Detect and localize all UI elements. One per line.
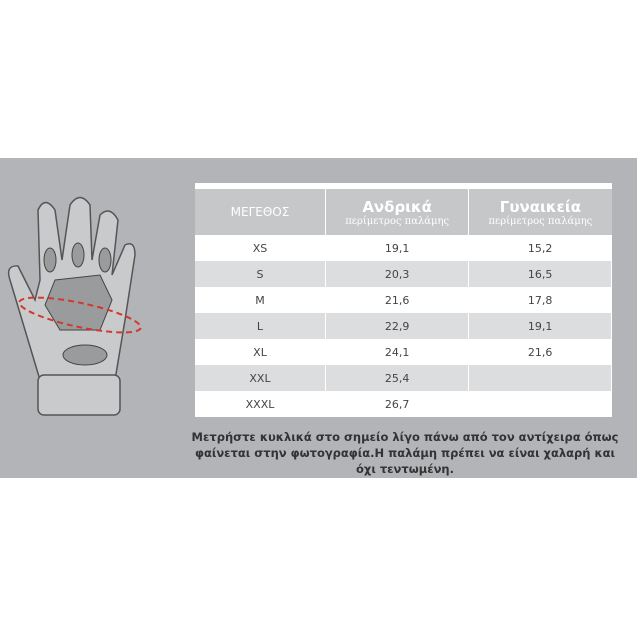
cell-women — [468, 391, 612, 417]
table-row: M 21,6 17,8 — [195, 287, 612, 313]
cell-women: 19,1 — [468, 313, 612, 339]
cell-size: S — [195, 261, 326, 287]
cell-women — [468, 365, 612, 391]
cell-men: 25,4 — [325, 365, 470, 391]
cell-women: 15,2 — [468, 235, 612, 261]
cell-men: 19,1 — [325, 235, 470, 261]
cell-women: 17,8 — [468, 287, 612, 313]
size-chart-table: ΜΕΓΕΘΟΣ Ανδρικά περίμετρος παλάμης Γυναικ… — [195, 183, 612, 417]
table-row: L 22,9 19,1 — [195, 313, 612, 339]
cell-men: 22,9 — [325, 313, 470, 339]
cell-size: XL — [195, 339, 326, 365]
cell-men: 21,6 — [325, 287, 470, 313]
header-men: Ανδρικά περίμετρος παλάμης — [325, 189, 470, 235]
cell-size: L — [195, 313, 326, 339]
cell-size: XXL — [195, 365, 326, 391]
table-row: XXL 25,4 — [195, 365, 612, 391]
header-size: ΜΕΓΕΘΟΣ — [195, 189, 326, 235]
cell-size: XS — [195, 235, 326, 261]
header-women: Γυναικεία περίμετρος παλάμης — [468, 189, 612, 235]
cell-men: 26,7 — [325, 391, 470, 417]
cell-men: 24,1 — [325, 339, 470, 365]
table-row: S 20,3 16,5 — [195, 261, 612, 287]
table-row: XS 19,1 15,2 — [195, 235, 612, 261]
table-row: XL 24,1 21,6 — [195, 339, 612, 365]
cell-men: 20,3 — [325, 261, 470, 287]
cell-size: XXXL — [195, 391, 326, 417]
cell-women: 21,6 — [468, 339, 612, 365]
glove-illustration — [7, 196, 142, 416]
cell-size: M — [195, 287, 326, 313]
measurement-note: Μετρήστε κυκλικά στο σημείο λίγο πάνω απ… — [191, 430, 619, 476]
table-row: XXXL 26,7 — [195, 391, 612, 417]
cell-women: 16,5 — [468, 261, 612, 287]
